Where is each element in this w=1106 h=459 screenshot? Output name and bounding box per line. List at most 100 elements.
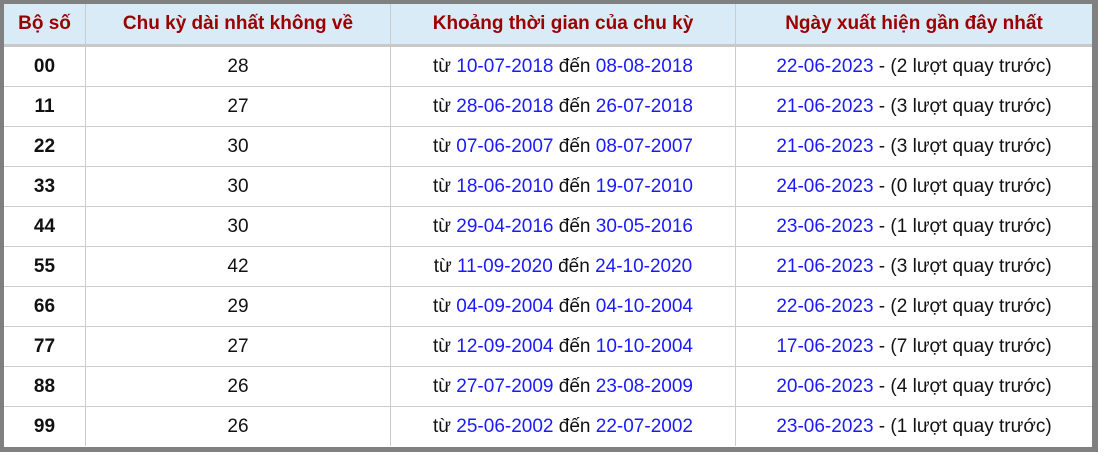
cycle-cell: 30 xyxy=(85,126,391,167)
end-date-link[interactable]: 23-08-2009 xyxy=(595,375,693,397)
from-label: từ xyxy=(433,255,452,277)
number-cell: 66 xyxy=(4,286,86,327)
separator: - xyxy=(873,255,891,277)
separator: - xyxy=(873,95,891,117)
draws-ago-note: (0 lượt quay trước) xyxy=(890,175,1052,197)
from-label: từ xyxy=(433,415,452,437)
period-cell: từ 07-06-2007 đến 08-07-2007 xyxy=(390,126,736,167)
last-date-link[interactable]: 20-06-2023 xyxy=(776,375,874,397)
separator: - xyxy=(873,295,891,317)
to-label: đến xyxy=(558,415,591,437)
end-date-link[interactable]: 10-10-2004 xyxy=(595,335,693,357)
last-date-link[interactable]: 22-06-2023 xyxy=(776,295,874,317)
start-date-link[interactable]: 18-06-2010 xyxy=(456,175,554,197)
to-label: đến xyxy=(558,95,591,117)
end-date-link[interactable]: 08-07-2007 xyxy=(595,135,693,157)
cycle-cell: 27 xyxy=(85,86,391,127)
start-date-link[interactable]: 12-09-2004 xyxy=(456,335,554,357)
separator: - xyxy=(873,215,891,237)
longest-cycle-table: Bộ số Chu kỳ dài nhất không về Khoảng th… xyxy=(4,4,1092,446)
last-date-link[interactable]: 21-06-2023 xyxy=(776,135,874,157)
table-row: 44 30 từ 29-04-2016 đến 30-05-2016 23-06-20… xyxy=(4,206,1092,247)
draws-ago-note: (7 lượt quay trước) xyxy=(890,335,1052,357)
last-seen-cell: 23-06-2023 - (1 lượt quay trước) xyxy=(735,206,1092,247)
end-date-link[interactable]: 22-07-2002 xyxy=(595,415,693,437)
end-date-link[interactable]: 08-08-2018 xyxy=(595,55,693,77)
from-label: từ xyxy=(433,335,452,357)
last-date-link[interactable]: 21-06-2023 xyxy=(776,95,874,117)
period-cell: từ 12-09-2004 đến 10-10-2004 xyxy=(390,326,736,367)
separator: - xyxy=(873,55,891,77)
table-row: 55 42 từ 11-09-2020 đến 24-10-2020 21-06-20… xyxy=(4,246,1092,287)
cycle-cell: 30 xyxy=(85,166,391,207)
start-date-link[interactable]: 25-06-2002 xyxy=(456,415,554,437)
start-date-link[interactable]: 29-04-2016 xyxy=(456,215,554,237)
last-seen-cell: 22-06-2023 - (2 lượt quay trước) xyxy=(735,45,1092,87)
last-date-link[interactable]: 23-06-2023 xyxy=(776,415,874,437)
draws-ago-note: (1 lượt quay trước) xyxy=(890,215,1052,237)
start-date-link[interactable]: 07-06-2007 xyxy=(456,135,554,157)
number-cell: 22 xyxy=(4,126,86,167)
draws-ago-note: (3 lượt quay trước) xyxy=(890,95,1052,117)
stats-table-frame: Bộ số Chu kỳ dài nhất không về Khoảng th… xyxy=(0,0,1098,452)
table-row: 88 26 từ 27-07-2009 đến 23-08-2009 20-06-20… xyxy=(4,366,1092,407)
start-date-link[interactable]: 11-09-2020 xyxy=(457,255,553,277)
table-row: 66 29 từ 04-09-2004 đến 04-10-2004 22-06-20… xyxy=(4,286,1092,327)
period-cell: từ 29-04-2016 đến 30-05-2016 xyxy=(390,206,736,247)
period-cell: từ 11-09-2020 đến 24-10-2020 xyxy=(390,246,736,287)
number-cell: 00 xyxy=(4,45,86,87)
start-date-link[interactable]: 27-07-2009 xyxy=(456,375,554,397)
end-date-link[interactable]: 30-05-2016 xyxy=(595,215,693,237)
header-number: Bộ số xyxy=(4,4,86,47)
number-cell: 11 xyxy=(4,86,86,127)
table-row: 00 28 từ 10-07-2018 đến 08-08-2018 22-06-20… xyxy=(4,45,1092,87)
last-seen-cell: 20-06-2023 - (4 lượt quay trước) xyxy=(735,366,1092,407)
header-row: Bộ số Chu kỳ dài nhất không về Khoảng th… xyxy=(4,4,1092,47)
period-cell: từ 25-06-2002 đến 22-07-2002 xyxy=(390,406,736,446)
from-label: từ xyxy=(433,295,452,317)
last-date-link[interactable]: 17-06-2023 xyxy=(776,335,874,357)
period-cell: từ 10-07-2018 đến 08-08-2018 xyxy=(390,45,736,87)
last-date-link[interactable]: 23-06-2023 xyxy=(776,215,874,237)
from-label: từ xyxy=(433,95,452,117)
to-label: đến xyxy=(558,255,590,277)
cycle-cell: 28 xyxy=(85,45,391,87)
number-cell: 33 xyxy=(4,166,86,207)
start-date-link[interactable]: 28-06-2018 xyxy=(456,95,554,117)
start-date-link[interactable]: 04-09-2004 xyxy=(456,295,554,317)
last-date-link[interactable]: 24-06-2023 xyxy=(776,175,874,197)
number-cell: 99 xyxy=(4,406,86,446)
table-row: 99 26 từ 25-06-2002 đến 22-07-2002 23-06-20… xyxy=(4,406,1092,446)
end-date-link[interactable]: 04-10-2004 xyxy=(595,295,693,317)
start-date-link[interactable]: 10-07-2018 xyxy=(456,55,554,77)
separator: - xyxy=(873,415,891,437)
end-date-link[interactable]: 26-07-2018 xyxy=(595,95,693,117)
draws-ago-note: (2 lượt quay trước) xyxy=(890,55,1052,77)
header-last-seen: Ngày xuất hiện gần đây nhất xyxy=(735,4,1092,47)
end-date-link[interactable]: 19-07-2010 xyxy=(595,175,693,197)
last-seen-cell: 23-06-2023 - (1 lượt quay trước) xyxy=(735,406,1092,446)
to-label: đến xyxy=(558,295,591,317)
period-cell: từ 18-06-2010 đến 19-07-2010 xyxy=(390,166,736,207)
period-cell: từ 28-06-2018 đến 26-07-2018 xyxy=(390,86,736,127)
separator: - xyxy=(873,135,891,157)
table-row: 11 27 từ 28-06-2018 đến 26-07-2018 21-06-20… xyxy=(4,86,1092,127)
to-label: đến xyxy=(558,135,591,157)
last-seen-cell: 17-06-2023 - (7 lượt quay trước) xyxy=(735,326,1092,367)
cycle-cell: 27 xyxy=(85,326,391,367)
draws-ago-note: (1 lượt quay trước) xyxy=(890,415,1052,437)
last-seen-cell: 21-06-2023 - (3 lượt quay trước) xyxy=(735,126,1092,167)
last-date-link[interactable]: 22-06-2023 xyxy=(776,55,874,77)
from-label: từ xyxy=(433,175,452,197)
from-label: từ xyxy=(433,55,452,77)
draws-ago-note: (2 lượt quay trước) xyxy=(890,295,1052,317)
number-cell: 77 xyxy=(4,326,86,367)
last-seen-cell: 24-06-2023 - (0 lượt quay trước) xyxy=(735,166,1092,207)
last-seen-cell: 21-06-2023 - (3 lượt quay trước) xyxy=(735,246,1092,287)
last-date-link[interactable]: 21-06-2023 xyxy=(776,255,874,277)
end-date-link[interactable]: 24-10-2020 xyxy=(595,255,693,277)
to-label: đến xyxy=(558,55,591,77)
separator: - xyxy=(873,335,891,357)
cycle-cell: 29 xyxy=(85,286,391,327)
draws-ago-note: (4 lượt quay trước) xyxy=(890,375,1052,397)
